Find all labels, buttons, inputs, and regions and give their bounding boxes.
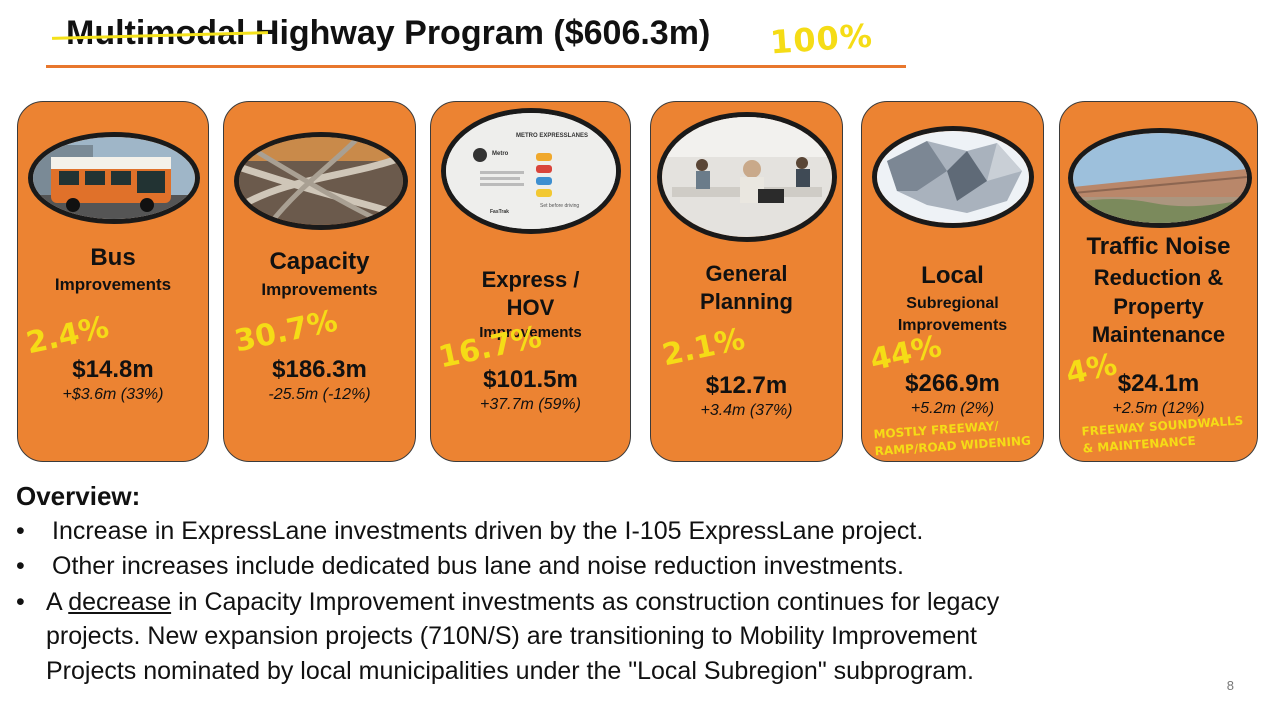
card-bus: Bus Improvements $14.8m +$3.6m (33%) [17, 101, 209, 462]
soundwall-photo [1068, 128, 1252, 228]
card-bus-change: +$3.6m (33%) [62, 386, 164, 403]
card-local-title: Local [921, 262, 984, 289]
card-noise-title-line3: Property [1113, 294, 1204, 319]
card-express-amount: $101.5m [483, 366, 578, 393]
card-capacity: Capacity Improvements $186.3m -25.5m (-1… [223, 101, 416, 462]
bullet-marker: • [16, 517, 25, 545]
expresslanes-photo: METRO EXPRESSLANES Metro Set before driv… [441, 108, 621, 234]
fastrak-logo-text: FasTrak [490, 209, 509, 215]
page-title: Multimodal Highway Program ($606.3m) [66, 14, 710, 53]
title-underline [46, 65, 906, 68]
card-capacity-amount: $186.3m [272, 356, 367, 383]
card-noise-amount: $24.1m [1117, 370, 1200, 397]
bullet-marker: • [16, 552, 25, 580]
card-local-subtitle: Subregional [906, 295, 999, 312]
card-express-title-line2: HOV [506, 295, 555, 320]
card-express-subtitle: Improvements [479, 324, 582, 341]
card-local-subtitle-line2: Improvements [897, 317, 1008, 334]
planning-photo [657, 112, 837, 242]
bullet-1-text: Increase in ExpressLane investments driv… [52, 517, 924, 545]
card-capacity-title: Capacity [269, 248, 370, 275]
metro-logo-text: Metro [492, 151, 509, 157]
card-bus-title: Bus [90, 244, 136, 271]
bullet-2-text: Other increases include dedicated bus la… [52, 552, 904, 580]
card-express-title: Express / [481, 267, 580, 292]
card-general-planning: General Planning $12.7m +3.4m (37%) [650, 101, 843, 462]
card-noise-change: +2.5m (12%) [1112, 400, 1205, 417]
expresslanes-caption: Set before driving [540, 203, 580, 209]
card-express-hov: METRO EXPRESSLANES Metro Set before driv… [430, 101, 631, 462]
card-capacity-subtitle: Improvements [261, 280, 378, 299]
overview-heading: Overview: [16, 481, 141, 511]
card-planning-title: General [705, 261, 788, 286]
bullet-3-pre: A [46, 588, 62, 616]
bullet-3-text: A decrease in Capacity Improvement inves… [46, 585, 999, 619]
bullet-3-line2-text: projects. New expansion projects (710N/S… [46, 622, 977, 650]
bullet-3-post: in Capacity Improvement investments as c… [178, 588, 1000, 616]
card-bus-amount: $14.8m [72, 356, 154, 383]
title-main: Highway Program ($606.3m) [254, 14, 711, 52]
card-local-amount: $266.9m [905, 370, 1000, 397]
card-noise-title: Traffic Noise [1086, 233, 1231, 260]
expresslanes-brand-text: METRO EXPRESSLANES [516, 133, 589, 139]
card-local-change: +5.2m (2%) [910, 400, 995, 417]
total-percentage: 100% [768, 16, 875, 62]
card-noise-title-line2: Reduction & [1093, 265, 1224, 290]
card-planning-amount: $12.7m [705, 372, 788, 399]
capacity-photo [234, 132, 408, 230]
card-capacity-change: -25.5m (-12%) [268, 386, 371, 403]
card-express-change: +37.7m (59%) [480, 396, 581, 413]
card-traffic-noise: Traffic Noise Reduction & Property Maint… [1059, 101, 1258, 462]
bullet-3-underlined: decrease [68, 588, 172, 616]
card-planning-change: +3.4m (37%) [700, 402, 793, 419]
page-number: 8 [1226, 678, 1234, 693]
card-local-subregional: Local Subregional Improvements $266.9m +… [861, 101, 1044, 462]
region-map-photo [872, 126, 1034, 228]
card-bus-subtitle: Improvements [54, 275, 172, 294]
bullet-marker: • [16, 588, 25, 616]
card-planning-title-line2: Planning [700, 289, 793, 314]
card-noise-title-line4: Maintenance [1091, 322, 1226, 347]
bullet-3-line3-text: Projects nominated by local municipaliti… [46, 657, 974, 685]
bus-photo [28, 132, 200, 224]
